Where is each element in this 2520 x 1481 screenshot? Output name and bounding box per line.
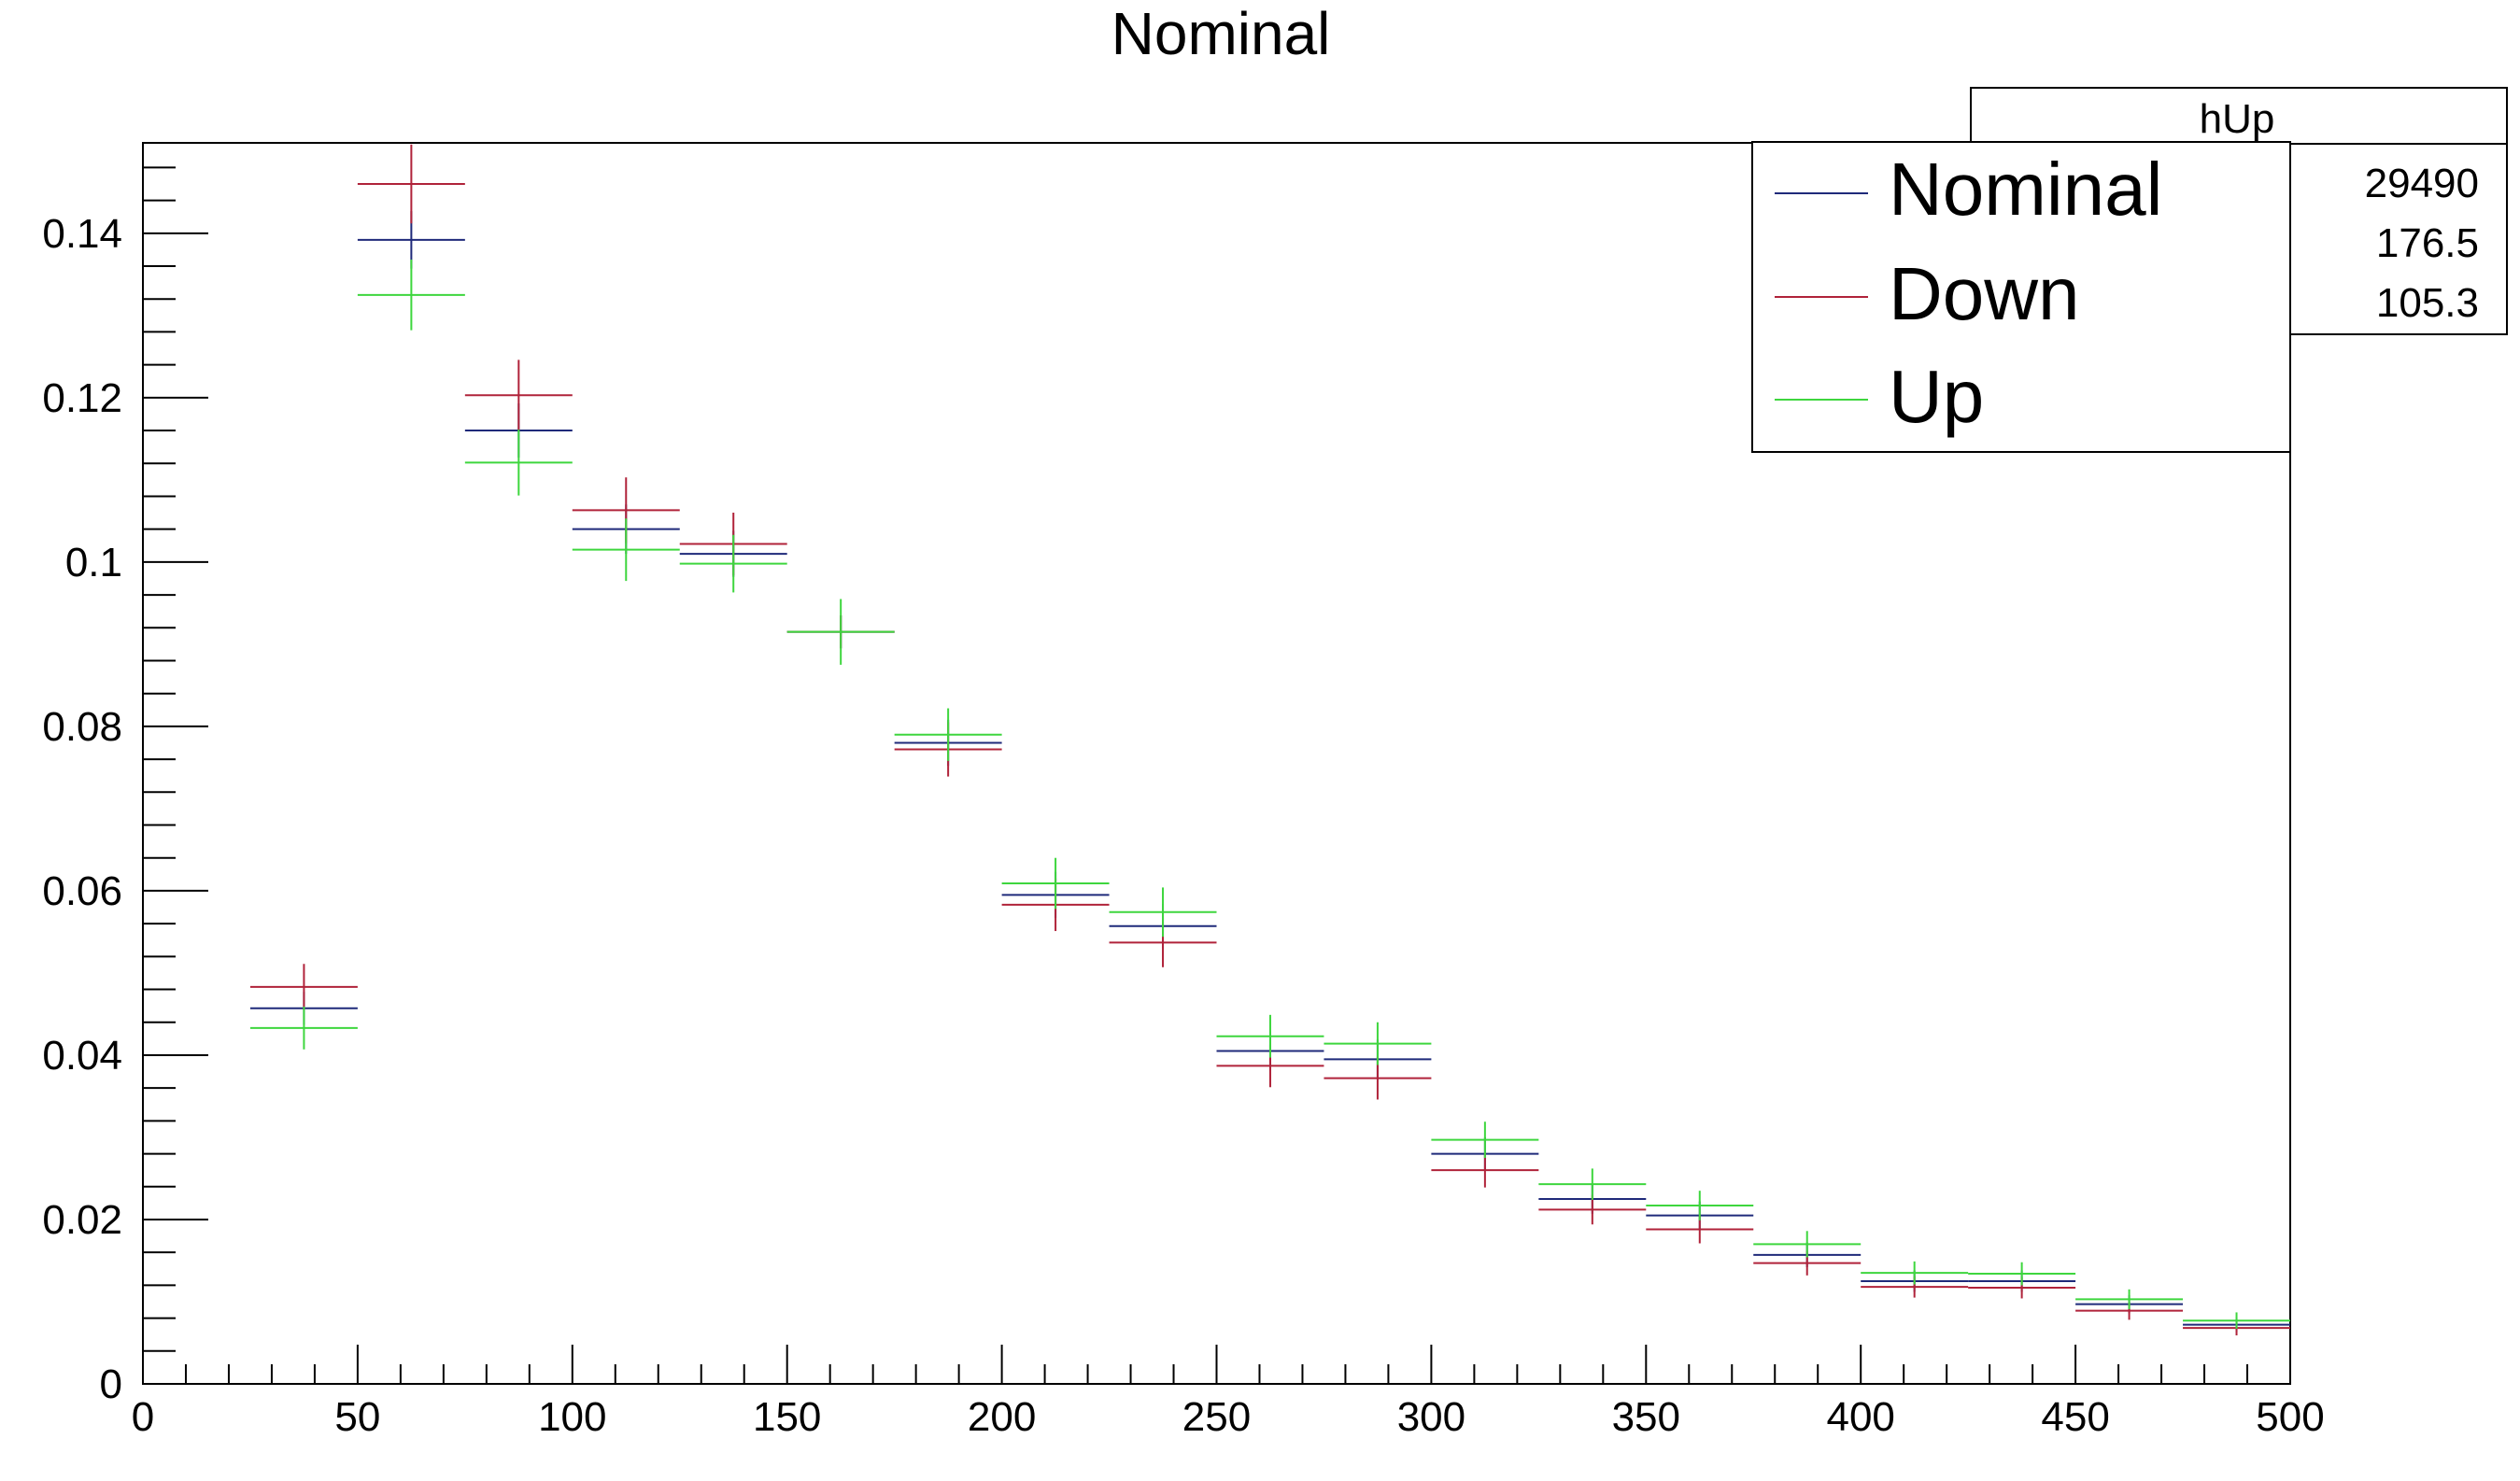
x-tick-label: 150 xyxy=(753,1394,821,1440)
y-tick-label: 0.02 xyxy=(42,1197,122,1243)
stats-value-mean: 176.5 xyxy=(2376,220,2479,266)
legend-label-up: Up xyxy=(1889,355,1984,438)
x-tick-label: 0 xyxy=(132,1394,154,1440)
x-tick-label: 50 xyxy=(334,1394,380,1440)
x-tick-label: 350 xyxy=(1612,1394,1680,1440)
stats-value-entries: 29490 xyxy=(2365,161,2479,206)
stats-value-stddev: 105.3 xyxy=(2376,280,2479,326)
stats-box-title: hUp xyxy=(2200,96,2275,142)
y-tick-label: 0.06 xyxy=(42,868,122,914)
x-tick-label: 200 xyxy=(968,1394,1036,1440)
series-layer xyxy=(249,144,2290,1336)
chart-title: Nominal xyxy=(1111,0,1331,67)
legend: Nominal Down Up xyxy=(1751,141,2291,453)
x-tick-label: 100 xyxy=(538,1394,606,1440)
x-tick-label: 250 xyxy=(1182,1394,1251,1440)
y-tick-label: 0.1 xyxy=(65,540,122,585)
y-tick-label: 0.04 xyxy=(42,1033,122,1079)
x-tick-label: 400 xyxy=(1826,1394,1894,1440)
series-up xyxy=(249,259,2290,1330)
x-tick-label: 450 xyxy=(2041,1394,2109,1440)
legend-label-nominal: Nominal xyxy=(1889,148,2162,231)
x-tick-label: 500 xyxy=(2256,1394,2324,1440)
legend-label-down: Down xyxy=(1889,252,2080,335)
axes: 0 50 100 150 200 250 300 350 400 450 500 0 0.02 0.04 0… xyxy=(42,142,2325,1440)
y-tick-label: 0.12 xyxy=(42,375,122,421)
y-tick-label: 0 xyxy=(100,1361,122,1407)
y-tick-label: 0.08 xyxy=(42,704,122,750)
y-tick-label: 0.14 xyxy=(42,211,122,257)
x-tick-label: 300 xyxy=(1397,1394,1465,1440)
